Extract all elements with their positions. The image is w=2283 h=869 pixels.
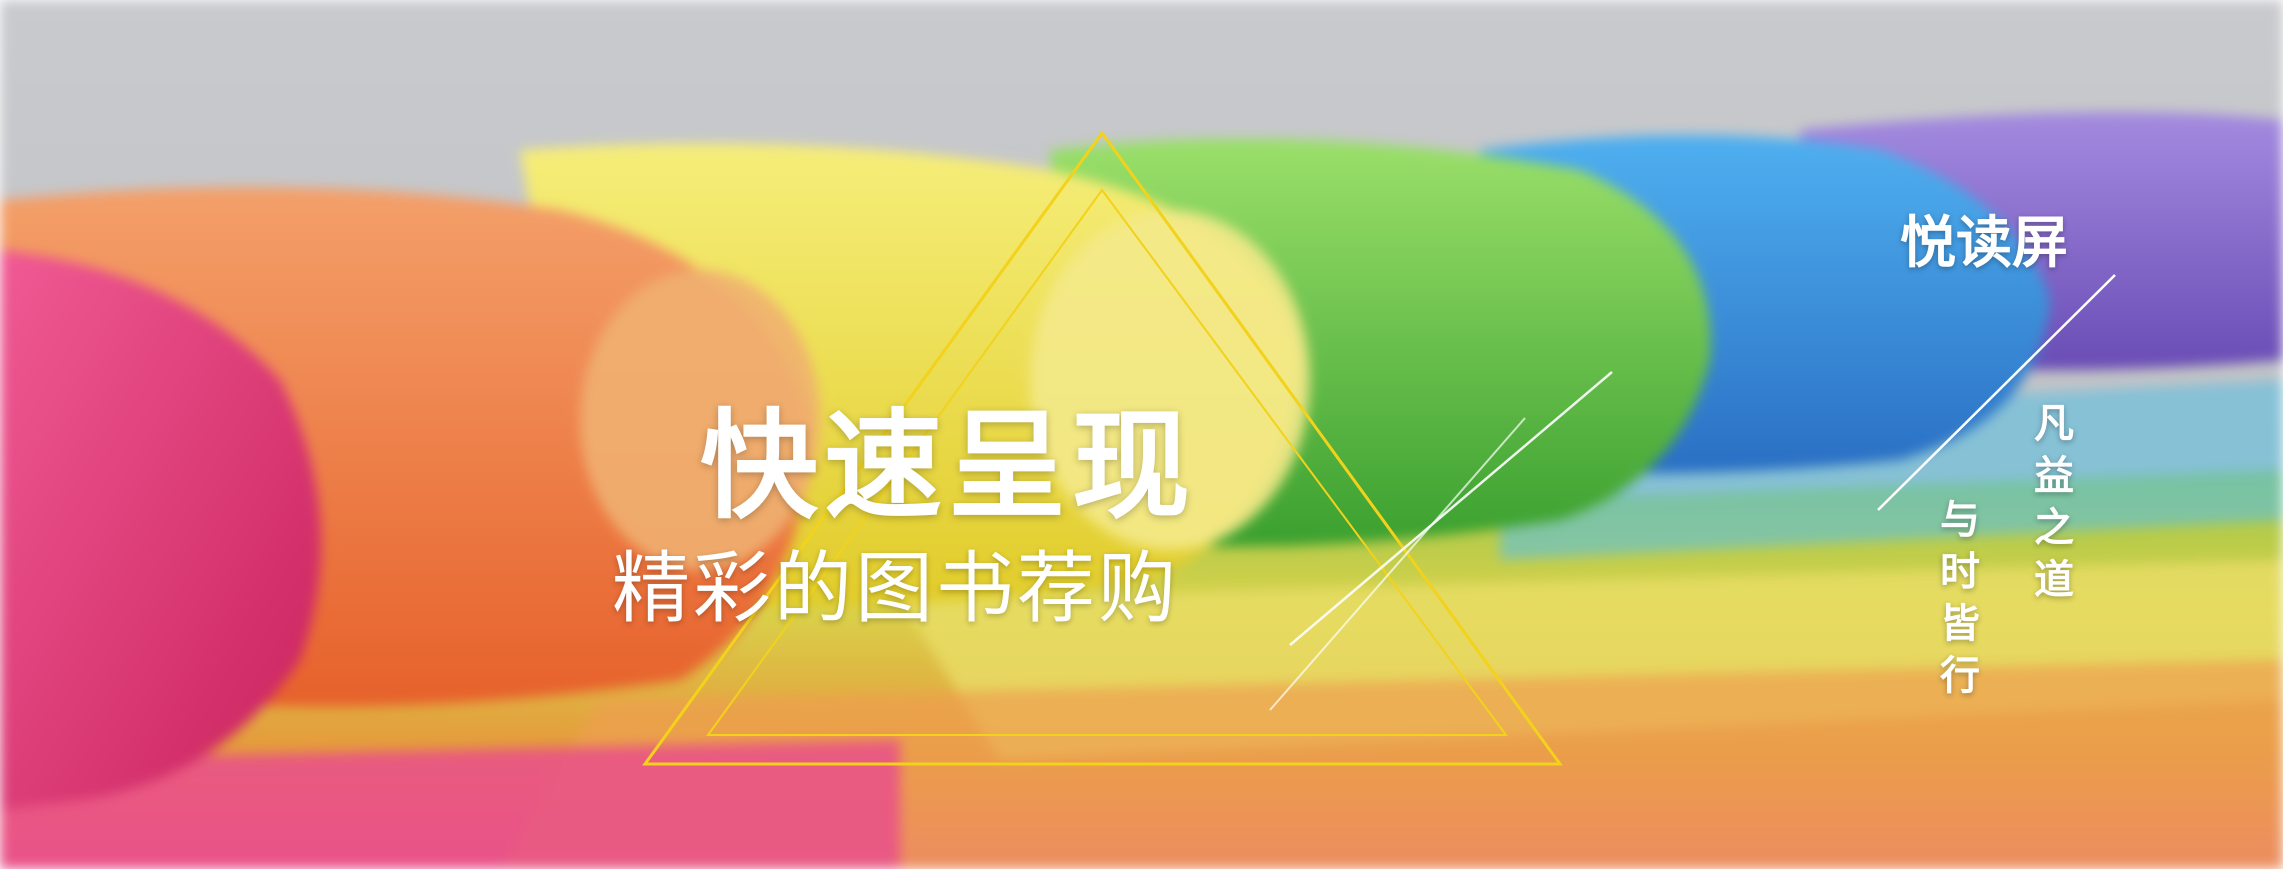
subline: 精彩的图书荐购 (612, 544, 1180, 634)
slogan-left: 与时皆行 (1940, 497, 1980, 699)
slogan-right: 凡益之道 (2034, 401, 2074, 603)
brand-name: 悦读屏 (1900, 211, 2068, 276)
headline: 快速呈现 (700, 397, 1197, 535)
